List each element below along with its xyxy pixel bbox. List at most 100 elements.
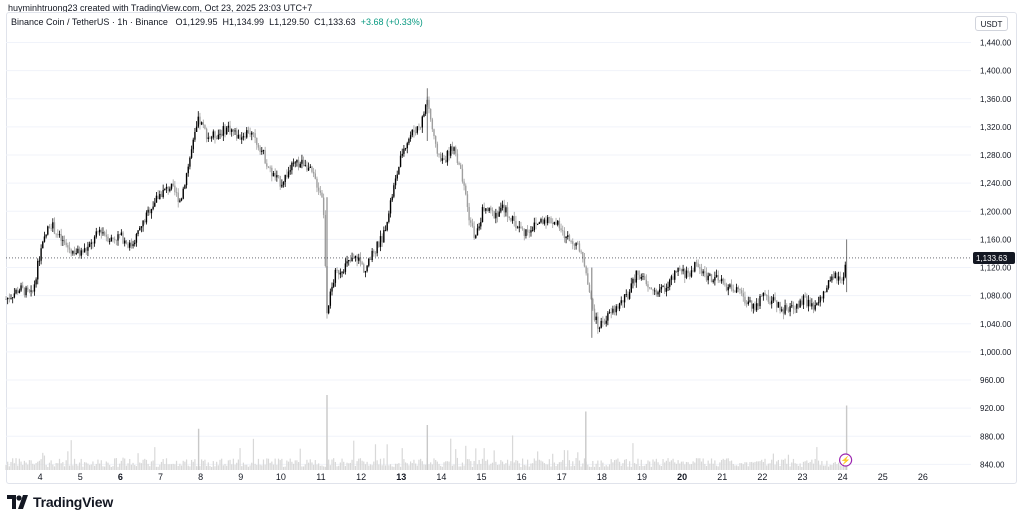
candle-body bbox=[680, 269, 683, 272]
candle-body bbox=[212, 131, 215, 138]
volume-bar bbox=[572, 461, 574, 470]
volume-bar bbox=[832, 462, 835, 470]
volume-bar bbox=[782, 459, 785, 470]
candle-body bbox=[120, 232, 123, 235]
volume-bar bbox=[383, 458, 385, 470]
volume-bar bbox=[204, 459, 206, 470]
candle-body bbox=[827, 280, 830, 288]
candle-body bbox=[125, 240, 128, 244]
volume-bar bbox=[117, 466, 119, 470]
candle-body bbox=[719, 280, 721, 282]
candle-body bbox=[565, 236, 567, 239]
volume-bar bbox=[659, 465, 661, 470]
time-axis[interactable]: 4 5 6 7 8 9 10 11 12 13 14 15 16 17 18 19 20 21 22 23 24 25 26 bbox=[38, 472, 928, 482]
volume-bar bbox=[119, 463, 121, 470]
candle-body bbox=[277, 175, 280, 176]
candle-body bbox=[179, 200, 181, 202]
candle-body bbox=[28, 289, 31, 292]
candle-body bbox=[319, 190, 322, 193]
volume-bar bbox=[237, 459, 239, 470]
volume-bar bbox=[389, 464, 392, 470]
volume-bar bbox=[557, 464, 559, 470]
tradingview-logo[interactable]: TradingView bbox=[7, 494, 113, 510]
currency-button[interactable]: USDT bbox=[975, 16, 1008, 31]
candle-body bbox=[608, 312, 611, 314]
volume-bar bbox=[742, 464, 744, 470]
volume-bar bbox=[107, 462, 109, 470]
lightning-icon[interactable]: ⚡ bbox=[839, 453, 853, 467]
high-value: H1,134.99 bbox=[222, 17, 265, 27]
candle-body bbox=[747, 301, 750, 305]
volume-bar bbox=[667, 458, 669, 470]
candle-body bbox=[241, 137, 243, 140]
volume-bar bbox=[227, 460, 229, 470]
volume-bar bbox=[364, 464, 367, 470]
volume-bar bbox=[179, 463, 181, 470]
price-axis[interactable]: 1,440.00 1,400.00 1,360.00 1,320.00 1,280.00… bbox=[980, 39, 1012, 470]
candle-body bbox=[582, 252, 584, 259]
candle-body bbox=[254, 133, 256, 138]
volume-bar bbox=[602, 462, 604, 470]
x-tick-label: 18 bbox=[597, 472, 607, 482]
volume-bar bbox=[246, 464, 248, 470]
symbol-name[interactable]: Binance Coin / TetherUS · 1h · Binance bbox=[11, 17, 168, 27]
candle-body bbox=[655, 290, 658, 295]
volume-bar bbox=[209, 465, 211, 470]
volume-bar bbox=[841, 466, 843, 470]
candle-body bbox=[438, 153, 440, 155]
x-tick-label: 20 bbox=[677, 472, 687, 482]
y-tick-label: 1,120.00 bbox=[980, 264, 1012, 273]
volume-bar bbox=[297, 462, 300, 470]
candle-body bbox=[598, 327, 601, 329]
candle-body bbox=[812, 303, 815, 310]
candle-body bbox=[40, 248, 42, 261]
volume-bar bbox=[438, 463, 440, 470]
candle-body bbox=[292, 162, 295, 164]
volume-bar bbox=[15, 458, 17, 470]
volume-bar bbox=[388, 465, 390, 470]
candle-body bbox=[294, 162, 296, 164]
volume-bar bbox=[625, 459, 627, 470]
candle-body bbox=[834, 272, 836, 279]
candle-body bbox=[174, 185, 176, 193]
candle-body bbox=[445, 159, 447, 163]
candle-body bbox=[638, 274, 641, 279]
volume-bar bbox=[722, 458, 724, 470]
volume-bar bbox=[608, 464, 611, 470]
candle-body bbox=[826, 287, 828, 293]
volume-bar bbox=[618, 461, 621, 470]
alert-circle[interactable] bbox=[839, 453, 853, 467]
candle-body bbox=[152, 206, 154, 209]
candle-body bbox=[777, 302, 780, 308]
volume-bar bbox=[629, 461, 631, 470]
volume-bar bbox=[560, 461, 562, 470]
volume-bar bbox=[451, 465, 453, 470]
volume-bar bbox=[63, 466, 66, 470]
candle-body bbox=[804, 295, 806, 297]
candle-body bbox=[712, 280, 714, 282]
candle-body bbox=[424, 104, 427, 114]
candle-body bbox=[511, 216, 514, 221]
candle-body bbox=[145, 212, 148, 223]
volume-bar bbox=[734, 465, 736, 470]
candle-body bbox=[545, 219, 547, 224]
volume-bar bbox=[435, 459, 437, 470]
candle-body bbox=[750, 300, 753, 309]
volume-bar bbox=[538, 459, 540, 470]
volume-bar bbox=[291, 461, 293, 470]
volume-bar bbox=[654, 461, 656, 470]
volume-bar bbox=[381, 465, 383, 470]
volume-bar bbox=[78, 462, 81, 470]
volume-bar bbox=[323, 466, 325, 470]
volume-bar bbox=[533, 458, 535, 470]
candle-body bbox=[383, 230, 385, 243]
x-tick-label: 10 bbox=[276, 472, 286, 482]
candle-body bbox=[794, 308, 796, 310]
volume-bar bbox=[744, 462, 746, 470]
volume-bar bbox=[109, 465, 111, 470]
candle-body bbox=[98, 229, 101, 233]
candle-body bbox=[448, 150, 450, 156]
candle-body bbox=[640, 277, 643, 279]
volume-bar bbox=[687, 462, 689, 470]
